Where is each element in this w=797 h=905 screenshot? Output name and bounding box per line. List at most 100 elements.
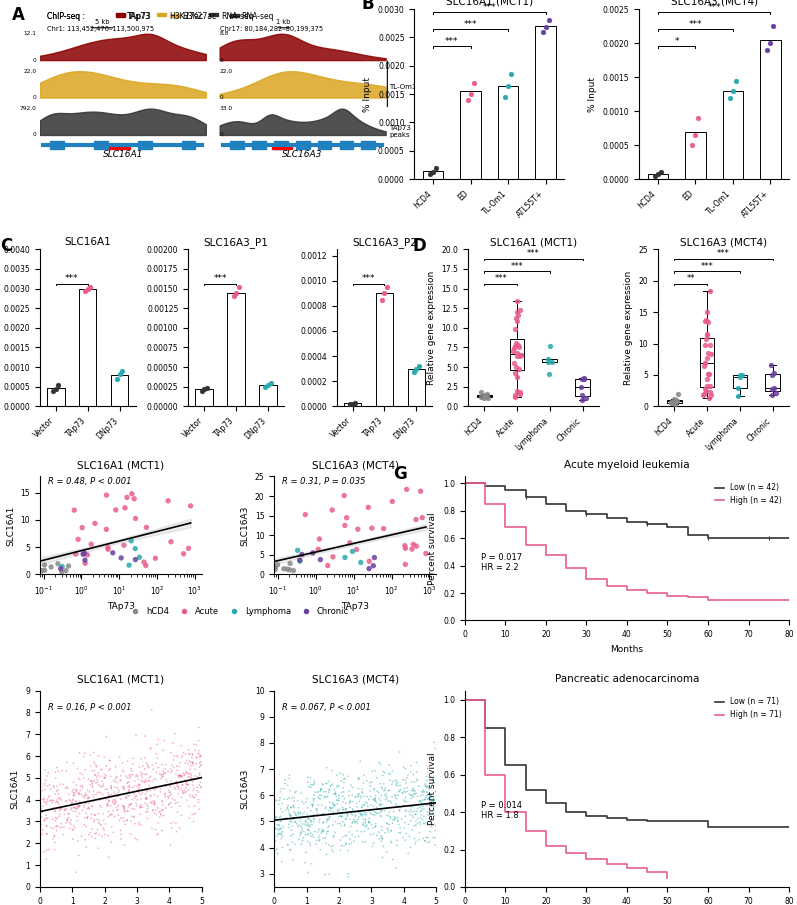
Point: [387, 775, 399, 789]
Point: [123, 778, 135, 793]
Point: [73, 799, 85, 814]
Point: [81, 809, 94, 824]
Point: [414, 794, 427, 808]
Point: [102, 540, 115, 555]
Point: [672, 386, 685, 401]
Point: [362, 822, 375, 836]
Point: [406, 783, 419, 797]
Point: [61, 813, 73, 827]
Point: [364, 789, 377, 804]
Point: [367, 799, 380, 814]
Point: [83, 785, 96, 799]
Low (n = 71): [460, 694, 469, 705]
Point: [156, 795, 169, 809]
Point: [147, 762, 159, 776]
Point: [69, 821, 81, 835]
Point: [305, 817, 318, 832]
Point: [52, 557, 65, 571]
Point: [408, 818, 421, 833]
Point: [80, 806, 92, 821]
Point: [184, 770, 197, 785]
Point: [128, 816, 141, 831]
Point: [170, 748, 183, 763]
Point: [288, 811, 300, 825]
Point: [138, 751, 151, 766]
Point: [132, 817, 145, 832]
Point: [109, 502, 122, 517]
Point: [96, 776, 109, 791]
Point: [89, 808, 102, 823]
Point: [369, 820, 382, 834]
Point: [337, 795, 350, 809]
Point: [423, 787, 436, 802]
Point: [158, 777, 171, 792]
Point: [386, 777, 398, 792]
Point: [135, 773, 147, 787]
Point: [140, 790, 153, 805]
Point: [369, 791, 382, 805]
Point: [78, 546, 91, 560]
Point: [575, 393, 588, 407]
Point: [407, 784, 420, 798]
Point: [407, 366, 420, 380]
Point: [157, 767, 170, 781]
Point: [698, 314, 711, 329]
Point: [361, 789, 374, 804]
Point: [172, 768, 185, 783]
Y-axis label: SLC16A3: SLC16A3: [241, 768, 249, 809]
Point: [153, 805, 166, 819]
Point: [347, 814, 360, 828]
Point: [426, 805, 439, 820]
Point: [53, 797, 65, 812]
Point: [166, 758, 179, 773]
Point: [429, 796, 442, 811]
Point: [135, 800, 147, 814]
Point: [352, 781, 365, 795]
Point: [308, 812, 320, 826]
Point: [45, 559, 57, 574]
Point: [172, 786, 185, 801]
High (n = 42): [460, 478, 469, 489]
Point: [79, 283, 92, 298]
Point: [284, 814, 296, 829]
Point: [390, 811, 402, 825]
Low (n = 42): [481, 481, 490, 491]
Point: [155, 772, 167, 786]
Point: [85, 537, 98, 551]
Point: [142, 758, 155, 773]
Point: [366, 839, 379, 853]
Point: [162, 493, 175, 508]
Point: [53, 800, 66, 814]
High (n = 71): [582, 853, 591, 864]
Bar: [648, 174, 668, 179]
Point: [129, 511, 142, 526]
Text: B: B: [362, 0, 375, 14]
Point: [162, 764, 175, 778]
High (n = 42): [703, 595, 713, 605]
Point: [49, 811, 62, 825]
Point: [287, 813, 300, 827]
Point: [338, 818, 351, 833]
Point: [185, 767, 198, 782]
Point: [183, 754, 196, 768]
Point: [307, 812, 320, 826]
Point: [44, 794, 57, 808]
Point: [184, 755, 197, 769]
Point: [134, 807, 147, 822]
Point: [357, 812, 370, 826]
Y-axis label: Percent survival: Percent survival: [429, 752, 438, 825]
Point: [362, 814, 375, 829]
Point: [344, 536, 356, 550]
Point: [421, 780, 434, 795]
Point: [417, 816, 430, 831]
Point: [699, 338, 712, 352]
Point: [383, 773, 396, 787]
Point: [143, 783, 156, 797]
Point: [149, 823, 162, 837]
Point: [344, 824, 356, 839]
Point: [427, 791, 440, 805]
Point: [701, 351, 713, 366]
Point: [42, 766, 55, 780]
Point: [80, 795, 92, 809]
Point: [311, 802, 324, 816]
